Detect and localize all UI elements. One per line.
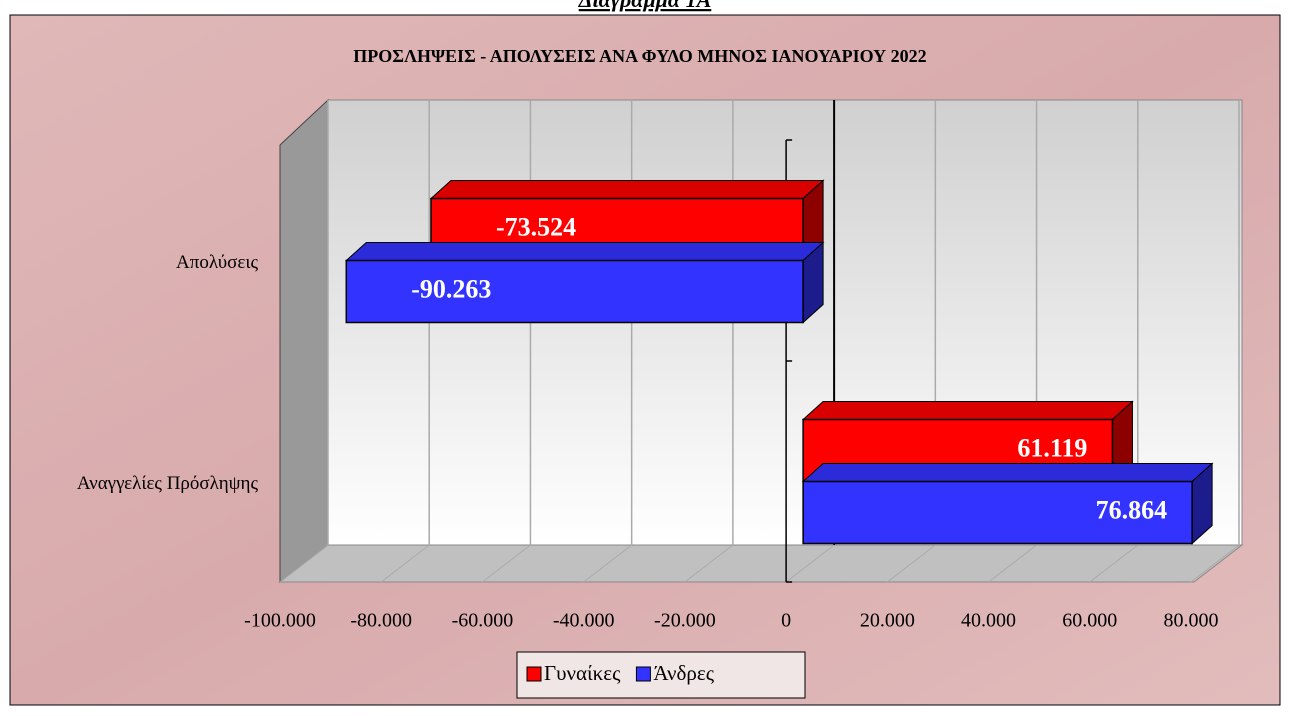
x-tick-label: 0 [781,610,791,632]
x-tick-label: 80.000 [1164,610,1219,632]
x-tick-label: 60.000 [1062,610,1117,632]
data-label: -90.263 [411,274,491,303]
floor-grid-line [785,544,835,583]
legend-swatch [635,666,651,682]
x-tick-label: -100.000 [244,610,316,632]
legend-swatch [526,666,542,682]
bar-top [344,242,825,261]
floor-grid-line [583,544,632,583]
x-tick-label: -40.000 [553,610,615,632]
floor-grid-line [887,544,936,583]
floor-grid-line [380,544,430,583]
data-label: -73.524 [496,212,576,241]
bar [802,480,1193,545]
floor-grid-line [1190,544,1240,583]
bar-top [801,401,1134,420]
x-tick-label: -60.000 [452,610,514,632]
y-tick-label: Αναγγελίες Πρόσληψης [77,473,259,494]
heading: Διάγραμμα 1Α [578,0,712,12]
floor-grid-line [988,544,1037,583]
x-tick-label: -80.000 [350,610,412,632]
bar-top [429,180,825,199]
legend-label: Άνδρες [653,661,714,685]
floor-grid-line [482,544,531,583]
x-tick-label: -20.000 [654,610,716,632]
y-tick-label: Απολύσεις [176,252,258,273]
bar [345,259,804,324]
bar-top [801,463,1214,482]
chart-title: ΠΡΟΣΛΗΨΕΙΣ - ΑΠΟΛΥΣΕΙΣ ΑΝΑ ΦΥΛΟ ΜΗΝΟΣ ΙΑ… [353,46,926,66]
side-wall [279,98,329,584]
legend [516,651,806,699]
x-tick-label: 40.000 [961,610,1016,632]
legend-label: Γυναίκες [544,661,621,685]
data-label: 76.864 [1096,495,1168,524]
floor-grid-line [279,544,329,583]
data-label: 61.119 [1017,433,1087,462]
floor-grid-line [684,544,734,583]
x-tick-label: 20.000 [860,610,915,632]
floor-grid-line [1089,544,1139,583]
